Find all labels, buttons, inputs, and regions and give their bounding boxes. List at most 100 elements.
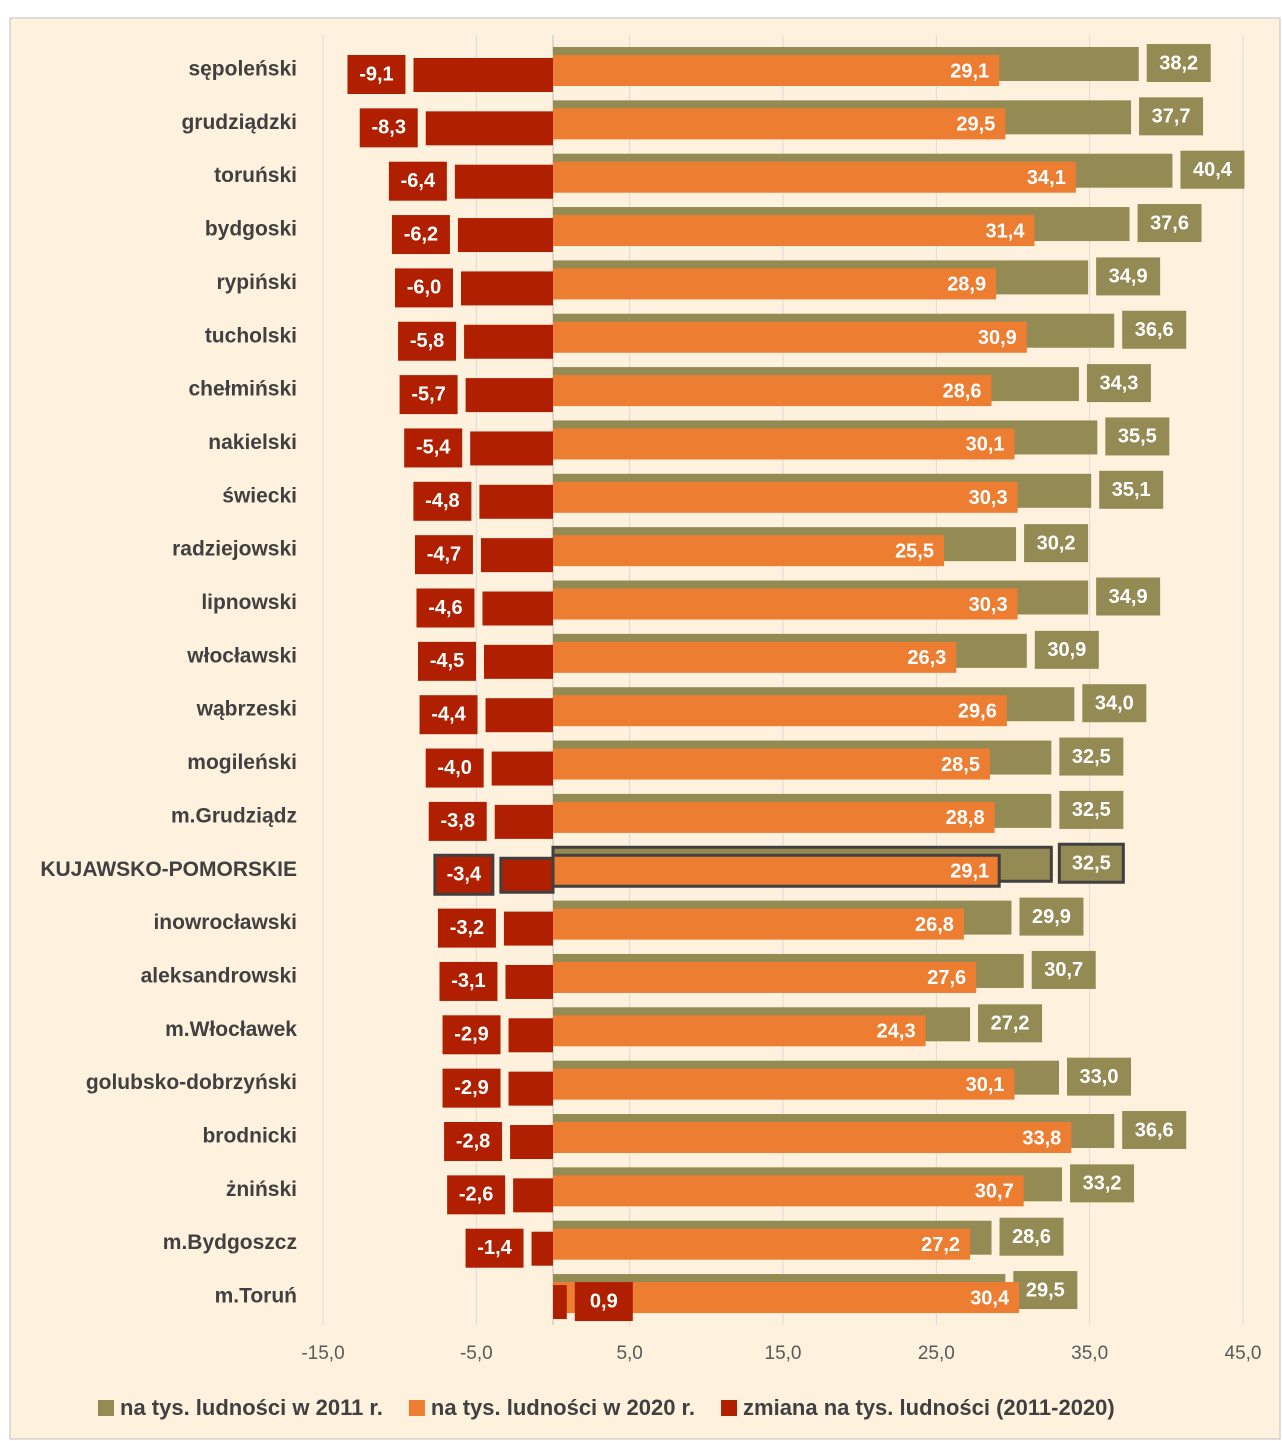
category-label: toruński bbox=[214, 164, 297, 187]
bar-change bbox=[461, 271, 553, 306]
value-label-2011: 32,5 bbox=[1072, 799, 1111, 821]
x-tick-label: 15,0 bbox=[765, 1343, 802, 1364]
value-label-2020: 29,1 bbox=[950, 60, 989, 82]
label-box-change bbox=[404, 428, 463, 468]
value-label-change: -2,8 bbox=[456, 1130, 490, 1152]
bar-change bbox=[508, 1018, 553, 1053]
label-box-2011 bbox=[1031, 950, 1096, 989]
category-label: świecki bbox=[222, 484, 297, 507]
label-box-2011 bbox=[1122, 310, 1187, 349]
category-label: żniński bbox=[226, 1178, 297, 1201]
value-label-2011: 33,0 bbox=[1080, 1066, 1119, 1088]
bar-2020 bbox=[553, 1068, 1015, 1100]
value-label-change: -9,1 bbox=[359, 63, 393, 85]
label-box-2011 bbox=[978, 1004, 1043, 1043]
label-box-change bbox=[428, 801, 487, 841]
bar-change bbox=[505, 964, 553, 999]
bar-2020 bbox=[553, 801, 995, 833]
value-label-2020: 26,3 bbox=[907, 647, 946, 669]
label-box-2011 bbox=[1024, 524, 1089, 563]
value-label-2020: 29,5 bbox=[956, 114, 995, 136]
label-box-2011 bbox=[1096, 257, 1161, 296]
bar-change bbox=[480, 538, 553, 573]
bar-2020 bbox=[553, 1122, 1072, 1153]
label-box-change bbox=[391, 215, 450, 255]
value-label-2011: 38,2 bbox=[1159, 52, 1198, 74]
value-label-2020: 28,5 bbox=[941, 754, 980, 776]
bar-2020 bbox=[553, 535, 944, 567]
label-box-2011 bbox=[1096, 577, 1161, 616]
bar-2020 bbox=[553, 215, 1035, 247]
value-label-change: -6,4 bbox=[401, 170, 436, 192]
category-label: mogileński bbox=[187, 751, 297, 774]
bar-2020 bbox=[553, 695, 1007, 727]
category-label: m.Toruń bbox=[215, 1285, 297, 1308]
category-label: m.Bydgoszcz bbox=[163, 1231, 297, 1254]
bar-change bbox=[499, 856, 555, 894]
label-box-2011 bbox=[1146, 44, 1211, 82]
label-box-change bbox=[574, 1282, 633, 1322]
legend-swatch bbox=[98, 1400, 114, 1416]
value-label-change: -2,9 bbox=[454, 1077, 488, 1099]
label-box-change bbox=[437, 908, 496, 948]
value-label-2020: 30,1 bbox=[966, 434, 1005, 456]
label-box-change bbox=[395, 268, 453, 308]
category-label: inowrocławski bbox=[153, 911, 297, 934]
label-box-2011 bbox=[1139, 97, 1204, 136]
x-tick-label: 5,0 bbox=[616, 1343, 642, 1364]
value-label-2011: 30,9 bbox=[1047, 639, 1086, 661]
label-box-change bbox=[398, 321, 457, 361]
bar-change bbox=[425, 111, 553, 146]
bar-change bbox=[413, 58, 553, 92]
bar-change bbox=[503, 911, 553, 946]
value-label-change: -3,1 bbox=[451, 970, 485, 992]
value-label-2011: 37,7 bbox=[1152, 106, 1191, 128]
bar-2020 bbox=[553, 375, 992, 407]
bar-change bbox=[485, 698, 553, 733]
bar-change bbox=[510, 1125, 553, 1159]
value-label-2011: 27,2 bbox=[991, 1013, 1030, 1035]
value-label-2011: 29,5 bbox=[1026, 1279, 1065, 1301]
x-tick-label: 25,0 bbox=[918, 1343, 955, 1364]
bar-change bbox=[553, 1285, 567, 1320]
label-box-2011 bbox=[1059, 790, 1124, 829]
value-label-2011: 36,6 bbox=[1135, 319, 1174, 341]
bar-2020 bbox=[553, 321, 1027, 353]
value-label-2011: 35,1 bbox=[1112, 479, 1151, 501]
label-box-2011 bbox=[1105, 417, 1170, 456]
label-box-change bbox=[442, 1068, 501, 1108]
label-box-change bbox=[433, 853, 495, 896]
bar-2020 bbox=[553, 481, 1018, 513]
value-label-change: -5,8 bbox=[410, 330, 444, 352]
label-box-2011 bbox=[1034, 630, 1099, 669]
value-label-2011: 34,9 bbox=[1109, 586, 1148, 608]
value-label-2011: 30,7 bbox=[1044, 959, 1083, 981]
label-box-2011 bbox=[1180, 150, 1245, 189]
label-box-change bbox=[425, 748, 484, 788]
category-label: m.Grudziądz bbox=[171, 804, 297, 827]
label-box-change bbox=[416, 588, 475, 628]
bar-change bbox=[482, 591, 553, 626]
value-label-2020: 30,1 bbox=[966, 1074, 1005, 1096]
legend-swatch bbox=[408, 1400, 425, 1416]
bar-2020 bbox=[553, 1175, 1024, 1207]
bar-change bbox=[484, 644, 553, 679]
category-label: m.Włocławek bbox=[165, 1018, 297, 1041]
value-label-change: -4,4 bbox=[431, 703, 466, 725]
category-label: sępoleński bbox=[188, 58, 297, 81]
bar-change bbox=[457, 218, 553, 253]
label-box-change bbox=[442, 1015, 501, 1055]
value-label-2011: 36,6 bbox=[1135, 1119, 1174, 1141]
value-label-change: -3,8 bbox=[440, 810, 474, 832]
bar-change bbox=[491, 751, 553, 786]
value-label-2011: 29,9 bbox=[1032, 906, 1071, 928]
value-label-change: -3,2 bbox=[450, 917, 484, 939]
bar-2020 bbox=[553, 55, 1000, 86]
value-label-2020: 30,7 bbox=[975, 1181, 1014, 1203]
value-label-2020: 31,4 bbox=[986, 220, 1026, 242]
label-box-change bbox=[444, 1122, 503, 1161]
value-label-2011: 33,2 bbox=[1083, 1173, 1122, 1195]
value-label-change: -4,5 bbox=[430, 650, 464, 672]
value-label-change: -4,6 bbox=[428, 597, 462, 619]
